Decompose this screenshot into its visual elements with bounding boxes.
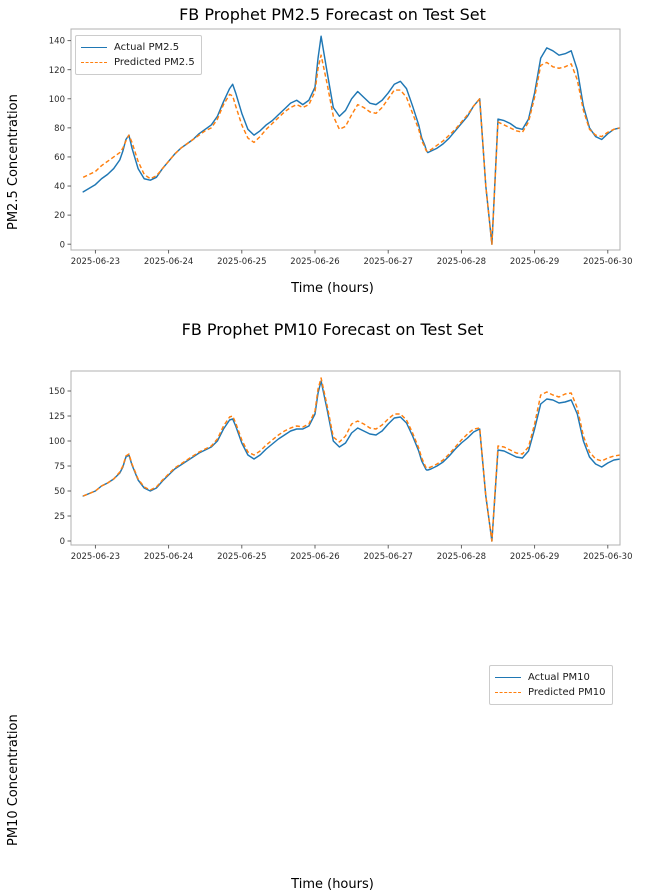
series-line-actual: [82, 380, 620, 542]
axes-frame: [70, 28, 621, 251]
legend-entry-actual-pm25: Actual PM2.5: [81, 40, 195, 55]
y-tick-label: 120: [49, 66, 65, 76]
chart-title-pm10: FB Prophet PM10 Forecast on Test Set: [181, 320, 484, 339]
y-tick-label: 25: [54, 512, 65, 522]
x-tick-label: 2025-06-25: [217, 552, 266, 562]
y-tick-label: 80: [54, 124, 65, 134]
legend-label-predicted-pm10: Predicted PM10: [528, 686, 606, 698]
plot-area-pm25: 0 20 40 60 80 100 120 140 2025-06-23 2025-06-24 20…: [49, 28, 633, 267]
x-tick-label: 2025-06-30: [583, 257, 632, 267]
x-tick-label: 2025-06-24: [144, 257, 193, 267]
legend-entry-predicted-pm25: Predicted PM2.5: [81, 55, 195, 70]
series-line-predicted: [82, 54, 620, 245]
legend-label-actual-pm10: Actual PM10: [528, 671, 590, 683]
x-tick-label: 2025-06-23: [71, 552, 120, 562]
x-tick-label: 2025-06-29: [510, 257, 559, 267]
x-axis-title-pm10: Time (hours): [291, 877, 374, 892]
x-tick-label: 2025-06-28: [437, 552, 486, 562]
legend-pm10: Actual PM10 Predicted PM10: [489, 665, 613, 705]
x-tick-label: 2025-06-26: [290, 257, 339, 267]
y-tick-label: 150: [49, 387, 65, 397]
series-line-predicted: [82, 377, 620, 542]
legend-entry-predicted-pm10: Predicted PM10: [495, 685, 606, 700]
y-tick-label: 0: [60, 537, 65, 547]
x-tick-label: 2025-06-24: [144, 552, 193, 562]
legend-label-predicted-pm25: Predicted PM2.5: [114, 56, 195, 68]
x-tick-label: 2025-06-26: [290, 552, 339, 562]
y-axis-title-pm10: PM10 Concentration: [6, 714, 21, 846]
series-group: [82, 377, 620, 542]
x-tick-label: 2025-06-25: [217, 257, 266, 267]
y-axis-title-pm25: PM2.5 Concentration: [6, 94, 21, 230]
x-tick-label: 2025-06-30: [583, 552, 632, 562]
y-tick-label: 125: [49, 412, 65, 422]
legend-pm25: Actual PM2.5 Predicted PM2.5: [75, 35, 202, 75]
x-tick-label: 2025-06-27: [363, 257, 412, 267]
line-dashed-icon: [81, 62, 107, 63]
y-tick-label: 100: [49, 437, 65, 447]
axes-frame: [70, 370, 621, 546]
x-axis-title-pm25: Time (hours): [291, 281, 374, 296]
x-tick-label: 2025-06-23: [71, 257, 120, 267]
x-tick-label: 2025-06-27: [363, 552, 412, 562]
series-group: [82, 35, 620, 245]
legend-entry-actual-pm10: Actual PM10: [495, 670, 606, 685]
line-solid-icon: [495, 676, 521, 679]
y-tick-label: 20: [54, 211, 65, 221]
y-tick-label: 60: [54, 153, 65, 163]
y-tick-label: 40: [54, 182, 65, 192]
x-tick-label: 2025-06-29: [510, 552, 559, 562]
plot-area-pm10: 0 25 50 75 100 125 150 2025-06-23 2025-06-24 2025…: [49, 370, 633, 562]
y-tick-label: 140: [49, 37, 65, 47]
x-tick-label: 2025-06-28: [437, 257, 486, 267]
y-tick-label: 100: [49, 95, 65, 105]
legend-label-actual-pm25: Actual PM2.5: [114, 41, 180, 53]
line-dashed-icon: [495, 692, 521, 693]
y-tick-label: 0: [60, 240, 65, 250]
line-solid-icon: [81, 46, 107, 49]
y-tick-label: 75: [54, 462, 65, 472]
chart-panel-pm10: FB Prophet PM10 Forecast on Test Set 0 25…: [0, 316, 665, 892]
chart-title-pm25: FB Prophet PM2.5 Forecast on Test Set: [179, 5, 486, 24]
y-tick-label: 50: [54, 487, 65, 497]
